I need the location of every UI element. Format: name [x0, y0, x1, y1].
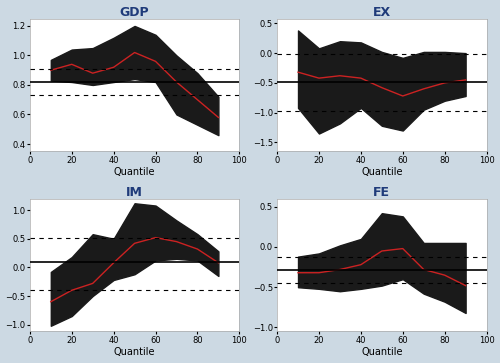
- X-axis label: Quantile: Quantile: [114, 167, 156, 178]
- Title: GDP: GDP: [120, 5, 150, 19]
- X-axis label: Quantile: Quantile: [114, 347, 156, 358]
- Title: EX: EX: [373, 5, 391, 19]
- X-axis label: Quantile: Quantile: [361, 167, 403, 178]
- Title: IM: IM: [126, 185, 143, 199]
- Title: FE: FE: [374, 185, 390, 199]
- X-axis label: Quantile: Quantile: [361, 347, 403, 358]
